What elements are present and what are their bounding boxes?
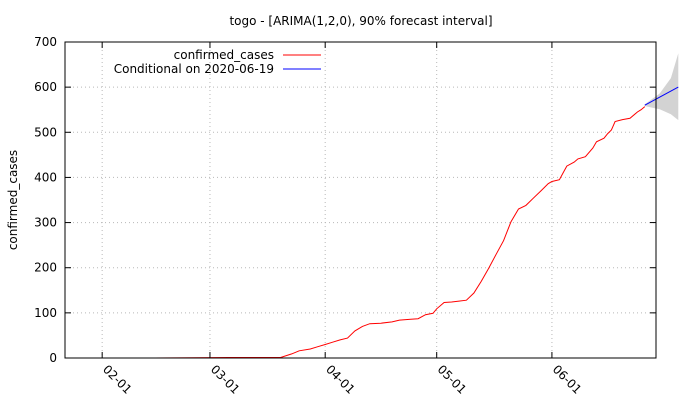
grid [65, 42, 656, 358]
x-tick-label: 02-01 [100, 362, 135, 397]
chart-title: togo - [ARIMA(1,2,0), 90% forecast inter… [229, 14, 492, 28]
forecast-interval-band [644, 53, 679, 121]
legend: confirmed_cases Conditional on 2020-06-1… [114, 48, 321, 76]
series-line-1 [644, 86, 679, 106]
legend-label-1: Conditional on 2020-06-19 [114, 62, 274, 76]
ticks [65, 41, 656, 359]
y-tick-label: 600 [34, 80, 57, 94]
forecast-interval-layer [644, 53, 679, 121]
y-tick-label: 300 [34, 216, 57, 230]
x-tick-label: 05-01 [435, 362, 470, 397]
y-tick-label: 0 [49, 351, 57, 365]
series-layer [65, 86, 679, 359]
series-line-0 [65, 106, 646, 359]
y-tick-label: 700 [34, 35, 57, 49]
x-tick-label: 03-01 [208, 362, 243, 397]
y-tick-label: 100 [34, 306, 57, 320]
y-tick-label: 400 [34, 170, 57, 184]
x-tick-labels: 02-01 03-01 04-01 05-01 06-01 [100, 362, 584, 397]
legend-label-0: confirmed_cases [174, 48, 274, 62]
x-tick-label: 04-01 [323, 362, 358, 397]
x-tick-label: 06-01 [550, 362, 585, 397]
y-tick-labels: 0 100 200 300 400 500 600 700 [34, 35, 57, 365]
plot-frame [64, 41, 657, 359]
y-tick-label: 500 [34, 125, 57, 139]
y-tick-label: 200 [34, 261, 57, 275]
y-axis-label: confirmed_cases [6, 150, 20, 250]
